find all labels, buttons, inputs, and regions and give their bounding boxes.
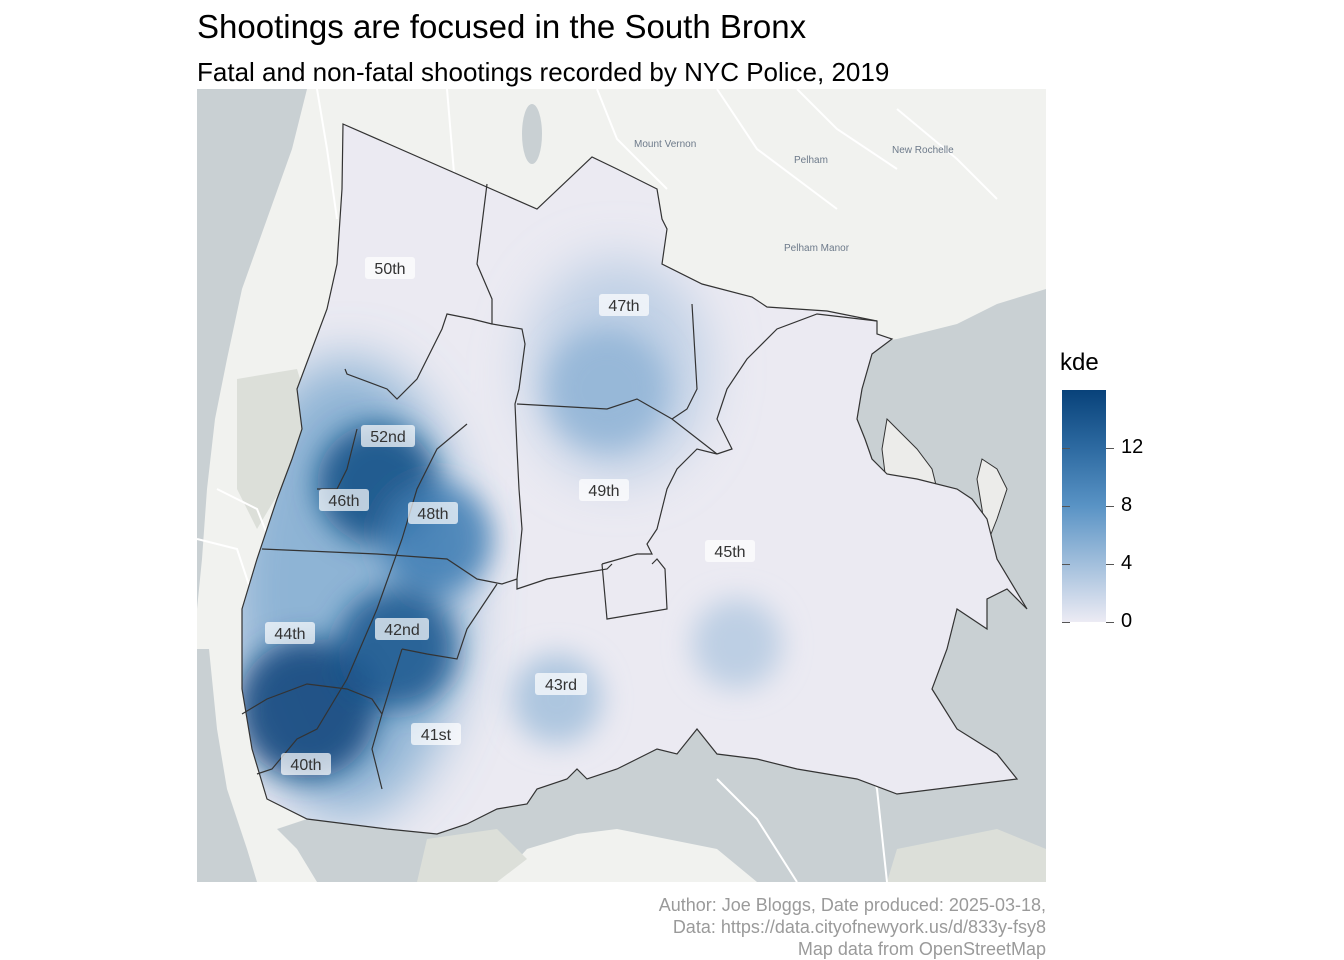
chart-title: Shootings are focused in the South Bronx: [197, 8, 807, 45]
legend-tick-mark: [1062, 448, 1070, 449]
map-panel[interactable]: Mount Vernon Pelham New Rochelle Pelham …: [197, 89, 1046, 882]
precinct-label-45th[interactable]: 45th: [705, 540, 755, 562]
legend-tick-label: 12: [1121, 436, 1144, 458]
legend-tick-label: 4: [1121, 552, 1133, 574]
svg-text:52nd: 52nd: [370, 429, 406, 446]
svg-text:41st: 41st: [421, 727, 452, 744]
kde-hotspot: [337, 589, 457, 709]
long-island-sound: [277, 289, 1046, 882]
park-area: [237, 369, 312, 529]
precinct-label-49th[interactable]: 49th: [579, 479, 629, 501]
park-area: [522, 104, 542, 164]
hudson-river-lower: [197, 649, 257, 882]
svg-text:47th: 47th: [608, 298, 639, 315]
kde-hotspot: [547, 329, 667, 449]
town-label: Mount Vernon: [634, 139, 696, 150]
precinct-label-48th[interactable]: 48th: [408, 502, 458, 524]
park-area: [417, 829, 527, 882]
kde-hotspot: [242, 639, 377, 779]
precinct-label-41st[interactable]: 41st: [411, 723, 461, 745]
precinct-label-43rd[interactable]: 43rd: [535, 673, 587, 695]
svg-text:48th: 48th: [417, 506, 448, 523]
precinct-label-46th[interactable]: 46th: [319, 489, 369, 511]
hudson-river: [197, 89, 307, 609]
precinct-label-40th[interactable]: 40th: [281, 753, 331, 775]
precinct-label-44th[interactable]: 44th: [265, 622, 315, 644]
town-label: Pelham: [794, 155, 828, 166]
svg-text:40th: 40th: [290, 757, 321, 774]
caption-map-credit: Map data from OpenStreetMap: [797, 939, 1046, 959]
legend-tick-mark: [1106, 564, 1114, 565]
legend-title: kde: [1060, 349, 1099, 376]
legend-tick-mark: [1062, 622, 1070, 623]
legend-tick-mark: [1062, 564, 1070, 565]
svg-text:49th: 49th: [588, 483, 619, 500]
town-label: New Rochelle: [892, 145, 954, 156]
legend-tick-label: 8: [1121, 494, 1133, 516]
kde-hotspot: [512, 654, 602, 744]
precinct-label-50th[interactable]: 50th: [365, 257, 415, 279]
town-label: Pelham Manor: [784, 243, 850, 254]
precinct-label-47th[interactable]: 47th: [599, 294, 649, 316]
precinct-label-42nd[interactable]: 42nd: [375, 618, 429, 640]
legend-tick-mark: [1106, 448, 1114, 449]
precinct-label-52nd[interactable]: 52nd: [361, 425, 415, 447]
svg-text:43rd: 43rd: [545, 677, 577, 694]
map-svg[interactable]: Mount Vernon Pelham New Rochelle Pelham …: [197, 89, 1046, 882]
park-area: [887, 829, 1046, 882]
caption-data-source: Data: https://data.cityofnewyork.us/d/83…: [672, 917, 1046, 937]
legend-tick-mark: [1106, 622, 1114, 623]
precinct-boundaries: [241, 123, 1028, 835]
legend-tick-mark: [1106, 506, 1114, 507]
svg-text:45th: 45th: [714, 544, 745, 561]
chart-subtitle: Fatal and non-fatal shootings recorded b…: [197, 57, 890, 87]
caption-author: Author: Joe Bloggs, Date produced: 2025-…: [658, 895, 1046, 915]
svg-text:44th: 44th: [274, 626, 305, 643]
svg-text:50th: 50th: [374, 261, 405, 278]
legend-tick-mark: [1062, 506, 1070, 507]
precinct-labels: 50th 47th 52nd 46th 48th 49th: [265, 257, 755, 775]
svg-text:42nd: 42nd: [384, 622, 420, 639]
legend-tick-label: 0: [1121, 610, 1133, 632]
svg-text:46th: 46th: [328, 493, 359, 510]
kde-hotspot: [692, 599, 782, 689]
